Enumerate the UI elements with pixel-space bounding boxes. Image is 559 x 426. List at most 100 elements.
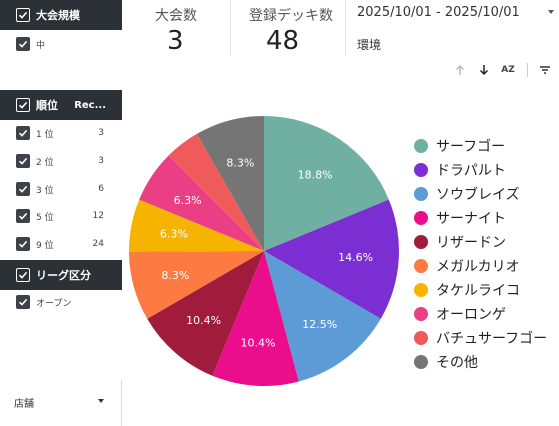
- filter-title: リーグ区分: [36, 269, 91, 282]
- pie-slice-0[interactable]: [264, 116, 389, 251]
- filter-option-rank-9[interactable]: 9 位 24: [0, 235, 122, 253]
- dropdown-arrow-icon[interactable]: [548, 10, 554, 14]
- legend-item[interactable]: ソウブレイズ: [414, 182, 547, 206]
- legend-label: ドラパルト: [436, 163, 506, 179]
- pie-slice-label: 6.3%: [160, 227, 188, 240]
- filter-panel: 大会規模 中 順位 Rec... 1 位 3 2 位 3 3 位 6 5 位 1…: [0, 0, 122, 426]
- pie-chart: 18.8% 14.6% 12.5% 10.4% 10.4% 8.3% 6.3% 6.3% 8.3…: [129, 116, 399, 386]
- filter-option-rank-5[interactable]: 5 位 12: [0, 207, 122, 225]
- legend-swatch: [414, 331, 428, 345]
- registered-decks-label: 登録デッキ数: [249, 8, 333, 24]
- legend-item[interactable]: サーフゴー: [414, 134, 547, 158]
- filter-header-tournament-scale[interactable]: 大会規模: [0, 0, 122, 30]
- registered-decks-value: 48: [266, 26, 300, 56]
- pie-slice-label: 10.4%: [240, 337, 275, 350]
- legend-swatch: [414, 235, 428, 249]
- checkbox-all-icon[interactable]: [16, 98, 30, 112]
- pie-slice-2[interactable]: [264, 251, 381, 382]
- divider: [121, 380, 122, 426]
- filter-option-rank-2[interactable]: 2 位 3: [0, 152, 122, 170]
- legend-item[interactable]: その他: [414, 350, 547, 374]
- pie-slice-3[interactable]: [212, 251, 299, 386]
- checkbox-checked-icon[interactable]: [16, 209, 30, 223]
- pie-slice-label: 18.8%: [298, 169, 333, 182]
- pie-slice-label: 14.6%: [338, 251, 373, 264]
- legend-label: その他: [436, 355, 478, 371]
- divider: [345, 0, 346, 56]
- sort-descending-icon[interactable]: [476, 62, 492, 78]
- legend-swatch: [414, 307, 428, 321]
- checkbox-checked-icon[interactable]: [16, 182, 30, 196]
- legend-label: サーフゴー: [436, 139, 506, 155]
- tournament-count-label: 大会数: [155, 8, 197, 24]
- record-count: 24: [92, 239, 104, 249]
- pie-slice-6[interactable]: [129, 199, 264, 252]
- checkbox-checked-icon[interactable]: [16, 126, 30, 140]
- filter-title: 順位: [36, 99, 58, 112]
- checkbox-checked-icon[interactable]: [16, 237, 30, 251]
- legend-swatch: [414, 259, 428, 273]
- record-count: 3: [98, 128, 104, 138]
- pie-slice-4[interactable]: [147, 251, 264, 376]
- pie-slice-label: 8.3%: [226, 156, 254, 169]
- sort-ascending-icon[interactable]: [452, 62, 468, 78]
- filter-option-league-open[interactable]: オープン: [0, 293, 122, 311]
- sort-az-icon[interactable]: AZ: [501, 65, 515, 75]
- legend-item[interactable]: サーナイト: [414, 206, 547, 230]
- pie-slice-7[interactable]: [139, 155, 264, 251]
- legend-item[interactable]: ドラパルト: [414, 158, 547, 182]
- tournament-count-value: 3: [167, 26, 184, 56]
- filter-option-label: 9 位: [36, 240, 54, 251]
- dropdown-arrow-icon[interactable]: [98, 399, 104, 403]
- record-count-header: Rec...: [74, 99, 106, 111]
- pie-slice-5[interactable]: [129, 251, 264, 319]
- filter-option-scale-medium[interactable]: 中: [0, 35, 122, 53]
- filter-icon[interactable]: [537, 62, 553, 78]
- legend-label: タケルライコ: [436, 283, 520, 299]
- checkbox-all-icon[interactable]: [16, 268, 30, 282]
- legend-swatch: [414, 139, 428, 153]
- pie-slice-1[interactable]: [264, 199, 399, 319]
- divider: [527, 63, 528, 77]
- record-count: 6: [98, 184, 104, 194]
- legend-swatch: [414, 211, 428, 225]
- pie-slice-label: 12.5%: [302, 318, 337, 331]
- filter-title: 大会規模: [36, 9, 80, 22]
- legend-label: ソウブレイズ: [436, 187, 520, 203]
- legend-swatch: [414, 187, 428, 201]
- filter-option-rank-3[interactable]: 3 位 6: [0, 180, 122, 198]
- environment-filter-label[interactable]: 環境: [357, 38, 382, 52]
- checkbox-checked-icon[interactable]: [16, 154, 30, 168]
- legend-swatch: [414, 283, 428, 297]
- legend-swatch: [414, 355, 428, 369]
- checkbox-checked-icon[interactable]: [16, 37, 30, 51]
- legend-label: サーナイト: [436, 211, 506, 227]
- filter-header-rank[interactable]: 順位 Rec...: [0, 90, 122, 120]
- pie-slice-9[interactable]: [196, 116, 264, 251]
- date-range-picker[interactable]: 2025/10/01 - 2025/10/01: [357, 5, 520, 20]
- legend-item[interactable]: バチュサーフゴー: [414, 326, 547, 350]
- legend-label: オーロンゲ: [436, 307, 506, 323]
- checkbox-all-icon[interactable]: [16, 8, 30, 22]
- pie-slice-label: 6.3%: [174, 194, 202, 207]
- pie-slice-8[interactable]: [168, 133, 264, 251]
- filter-option-label: オープン: [36, 298, 72, 309]
- filter-option-label: 2 位: [36, 157, 54, 168]
- checkbox-checked-icon[interactable]: [16, 295, 30, 309]
- filter-option-label: 3 位: [36, 185, 54, 196]
- pie-slice-label: 8.3%: [161, 269, 189, 282]
- legend-swatch: [414, 163, 428, 177]
- legend-item[interactable]: タケルライコ: [414, 278, 547, 302]
- legend-label: リザードン: [436, 235, 506, 251]
- filter-option-rank-1[interactable]: 1 位 3: [0, 124, 122, 142]
- store-dropdown-label[interactable]: 店舗: [14, 399, 34, 410]
- divider: [230, 0, 231, 56]
- filter-header-league[interactable]: リーグ区分: [0, 260, 122, 290]
- filter-option-label: 5 位: [36, 212, 54, 223]
- record-count: 3: [98, 156, 104, 166]
- legend-item[interactable]: メガルカリオ: [414, 254, 547, 278]
- legend-item[interactable]: リザードン: [414, 230, 547, 254]
- chart-legend: サーフゴードラパルトソウブレイズ サーナイトリザードンメガルカリオタケルライコ オー…: [414, 134, 547, 374]
- legend-item[interactable]: オーロンゲ: [414, 302, 547, 326]
- legend-label: バチュサーフゴー: [436, 331, 548, 347]
